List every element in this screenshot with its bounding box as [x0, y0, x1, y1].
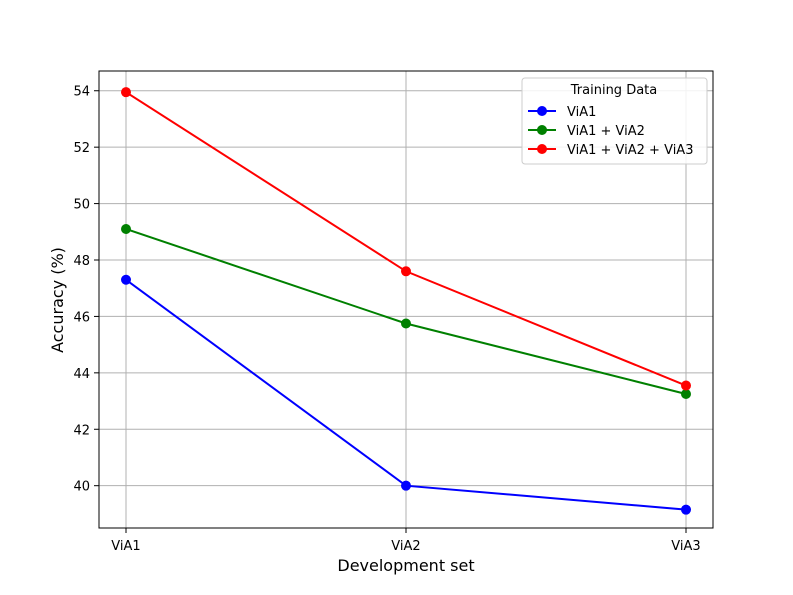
data-point: [681, 504, 691, 515]
x-axis-ticks: ViA1 ViA2 ViA3: [111, 528, 701, 554]
legend-label: ViA1: [567, 105, 596, 120]
legend: Training Data ViA1 ViA1 + ViA2 ViA1 + ViA2…: [521, 77, 708, 165]
y-tick-label: 54: [73, 85, 90, 100]
data-point: [681, 389, 691, 400]
y-tick-label: 50: [73, 198, 90, 213]
data-point: [681, 380, 691, 391]
series: [121, 87, 691, 391]
y-tick-label: 40: [73, 480, 90, 495]
legend-title: Training Data: [570, 83, 657, 98]
series: [121, 274, 691, 515]
legend-marker: [537, 125, 547, 135]
x-axis-label: Development set: [337, 556, 474, 575]
legend-marker: [537, 144, 547, 154]
y-axis-label: Accuracy (%): [48, 247, 67, 353]
series: [121, 223, 691, 400]
y-tick-label: 42: [73, 423, 90, 438]
data-point: [121, 274, 131, 285]
data-point: [121, 223, 131, 234]
legend-entries: ViA1 ViA1 + ViA2 ViA1 + ViA2 + ViA3: [528, 105, 693, 158]
legend-box: [521, 77, 708, 165]
x-tick-label: ViA2: [391, 539, 420, 554]
y-axis-ticks: 40 42 44 46 48 50 52 54: [73, 85, 99, 495]
legend-marker: [537, 106, 547, 116]
y-tick-label: 46: [73, 310, 90, 325]
data-point: [121, 87, 131, 98]
y-tick-label: 52: [73, 141, 90, 156]
plot-frame: [98, 70, 714, 529]
data-point: [401, 480, 411, 491]
y-tick-label: 44: [73, 367, 90, 382]
legend-label: ViA1 + ViA2 + ViA3: [567, 143, 693, 158]
legend-label: ViA1 + ViA2: [567, 124, 645, 139]
y-tick-label: 48: [73, 254, 90, 269]
series-group: [121, 87, 691, 515]
data-point: [401, 318, 411, 329]
data-point: [401, 266, 411, 277]
x-tick-label: ViA1: [111, 539, 140, 554]
x-tick-label: ViA3: [671, 539, 700, 554]
